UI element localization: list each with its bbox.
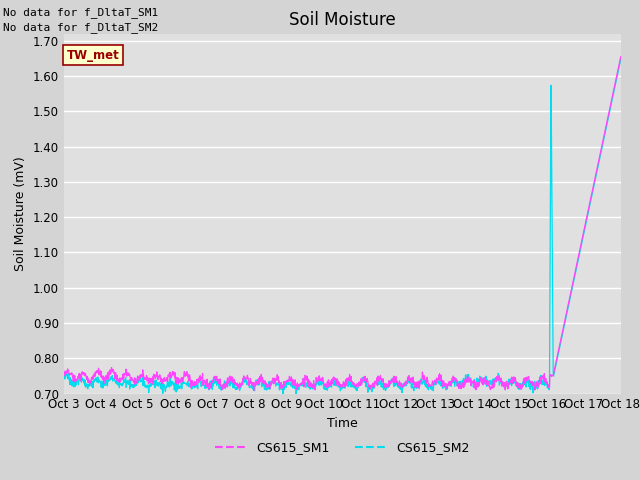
X-axis label: Time: Time — [327, 417, 358, 430]
Y-axis label: Soil Moisture (mV): Soil Moisture (mV) — [15, 156, 28, 271]
Legend: CS615_SM1, CS615_SM2: CS615_SM1, CS615_SM2 — [211, 436, 474, 459]
Text: No data for f_DltaT_SM2: No data for f_DltaT_SM2 — [3, 22, 159, 33]
Text: TW_met: TW_met — [67, 49, 120, 62]
Title: Soil Moisture: Soil Moisture — [289, 11, 396, 29]
Text: No data for f_DltaT_SM1: No data for f_DltaT_SM1 — [3, 7, 159, 18]
